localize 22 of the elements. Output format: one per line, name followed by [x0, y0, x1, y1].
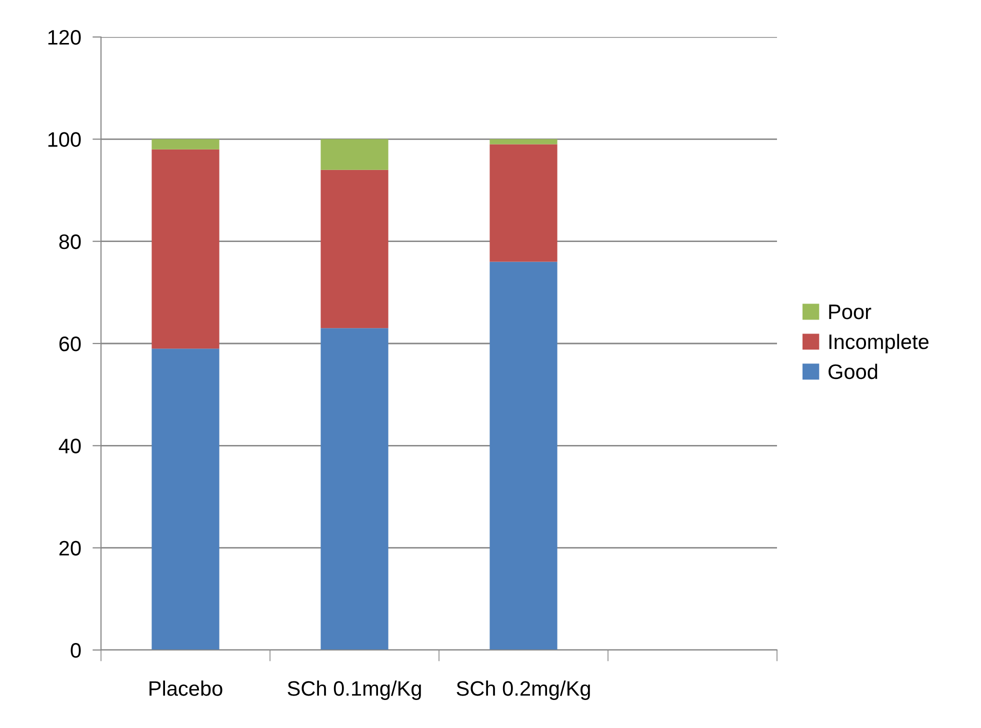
legend-label: Incomplete — [829, 334, 928, 354]
bar — [320, 170, 388, 328]
bar — [490, 139, 558, 144]
bar — [152, 139, 220, 150]
bar — [320, 139, 388, 170]
legend-label: Good — [828, 364, 878, 380]
y-tick-label: 60 — [59, 336, 81, 352]
y-tick-label: 40 — [58, 438, 81, 454]
y-tick-label: 100 — [48, 132, 81, 147]
y-tick-label: 120 — [48, 30, 81, 45]
bar — [490, 144, 558, 262]
y-tick-label: 20 — [59, 540, 81, 556]
bar — [152, 348, 220, 650]
bar — [152, 149, 220, 349]
bar — [320, 328, 388, 650]
x-tick-label: SCh 0.2mg/Kg — [456, 680, 590, 700]
x-tick-label: Placebo — [150, 680, 222, 696]
bar — [490, 262, 558, 650]
y-tick-label: 80 — [59, 234, 81, 250]
x-tick-label: SCh 0.1mg/Kg — [288, 680, 421, 700]
legend-label: Poor — [829, 304, 872, 320]
y-tick-label: 0 — [70, 643, 81, 658]
